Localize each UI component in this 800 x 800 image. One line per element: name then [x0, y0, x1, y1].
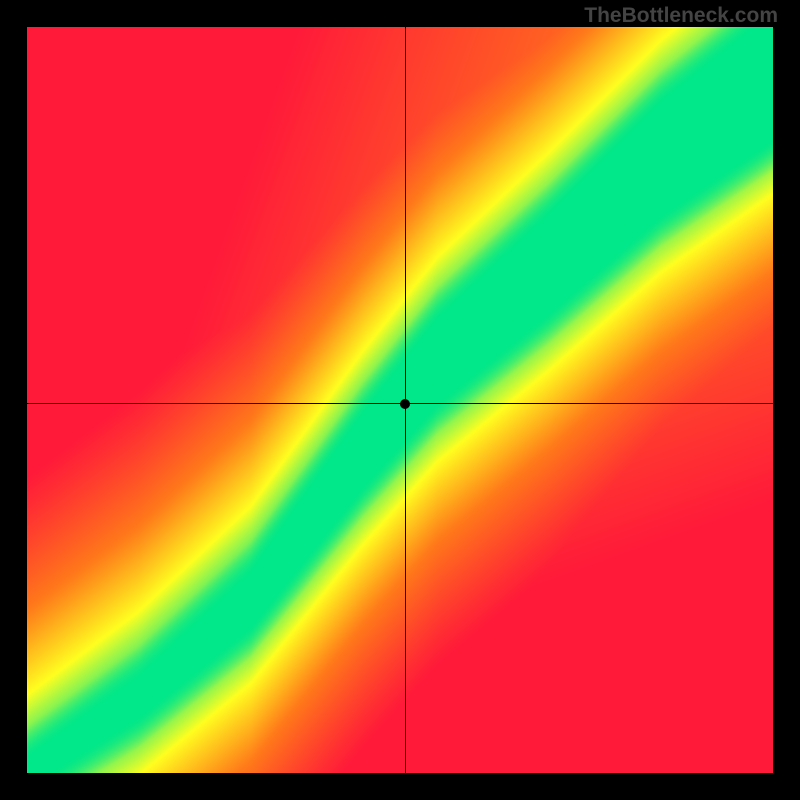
chart-container: TheBottleneck.com: [0, 0, 800, 800]
watermark-text: TheBottleneck.com: [584, 4, 778, 28]
heatmap-canvas: [27, 27, 773, 773]
plot-area: [27, 27, 773, 773]
crosshair-marker-dot: [400, 399, 410, 409]
